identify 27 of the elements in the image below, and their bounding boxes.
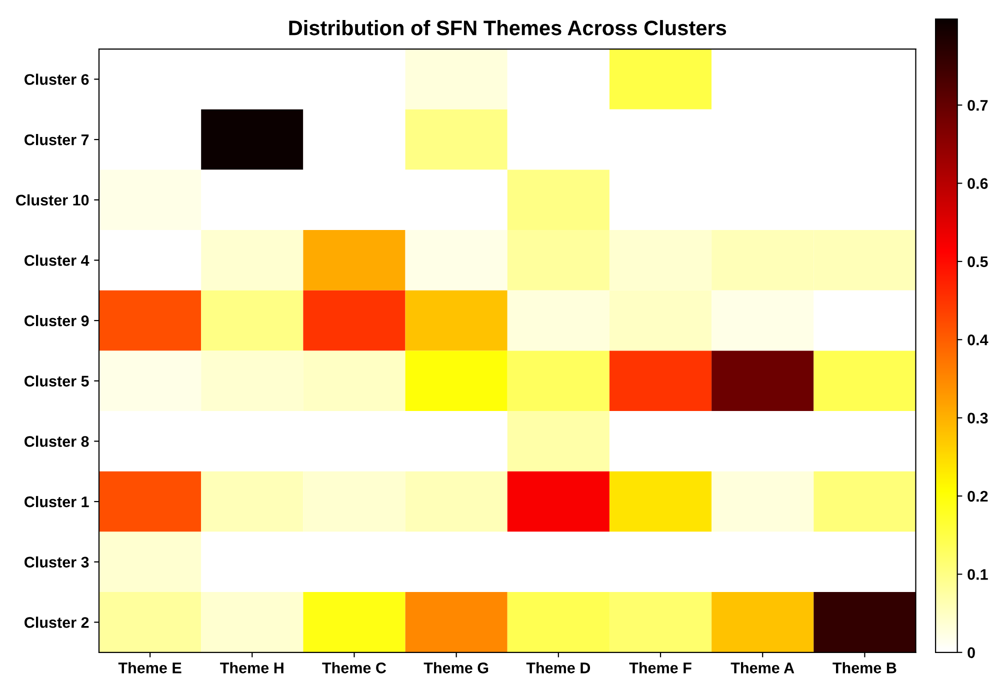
- color-bar-label: 0.4: [968, 334, 988, 346]
- y-tick-label: Cluster 2: [24, 616, 89, 628]
- y-tick-label: Cluster 6: [24, 74, 89, 85]
- y-tick-label: Cluster 9: [24, 315, 89, 326]
- color-bar-label: 0.3: [968, 412, 988, 424]
- x-tick-label: Theme F: [629, 662, 692, 674]
- x-tick-label: Theme H: [220, 662, 284, 674]
- y-tick-label: Cluster 10: [16, 194, 89, 206]
- y-tick-label: Cluster 4: [24, 254, 90, 266]
- x-tick-label: Theme D: [526, 662, 590, 674]
- color-bar-label: 0.5: [968, 256, 988, 268]
- y-tick-label: Cluster 1: [24, 496, 89, 508]
- color-bar-label: 0.1: [968, 569, 988, 580]
- color-bar-label: 0.2: [968, 490, 988, 502]
- y-tick-label: Cluster 5: [24, 375, 89, 387]
- y-tick-label: Cluster 3: [24, 556, 89, 568]
- x-tick-label: Theme C: [322, 662, 386, 674]
- x-tick-label: Theme G: [424, 662, 488, 674]
- x-tick-label: Theme E: [118, 662, 182, 674]
- y-tick-label: Cluster 8: [24, 436, 89, 447]
- x-tick-label: Theme B: [832, 662, 896, 674]
- x-tick-label: Theme A: [730, 662, 794, 674]
- color-bar-label: 0.6: [968, 178, 988, 189]
- color-bar-label: 0.7: [968, 100, 988, 111]
- chart-title: Distribution of SFN Themes Across Clusters: [289, 20, 726, 36]
- y-tick-label: Cluster 7: [24, 134, 89, 146]
- color-bar-label: 0: [968, 647, 975, 658]
